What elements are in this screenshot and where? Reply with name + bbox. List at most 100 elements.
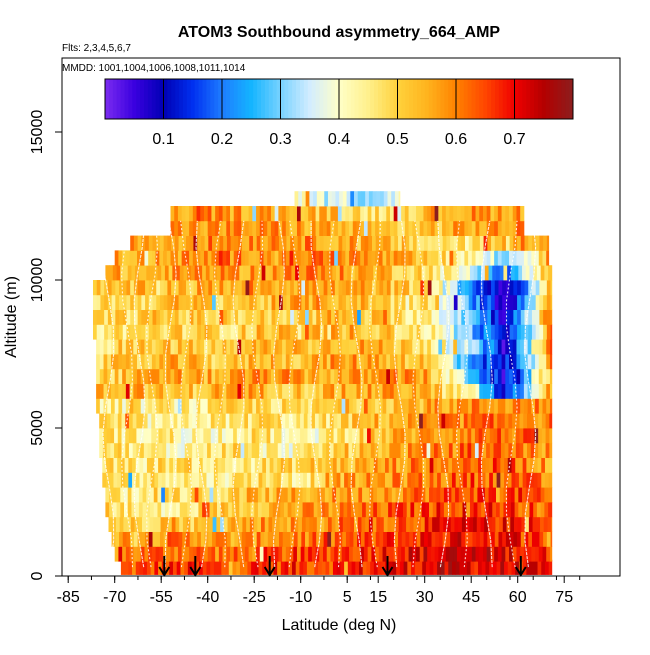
- heatmap-cell: [119, 531, 124, 547]
- heatmap-cell: [144, 368, 149, 384]
- heatmap-cell: [204, 531, 209, 547]
- heatmap-cell: [341, 413, 346, 429]
- heatmap-cell: [99, 339, 104, 355]
- heatmap-cell: [327, 324, 332, 340]
- heatmap-cell: [341, 339, 346, 355]
- heatmap-cell: [334, 354, 339, 370]
- heatmap-cell: [322, 413, 327, 429]
- heatmap-cell: [302, 265, 307, 281]
- heatmap-cell: [406, 265, 411, 281]
- heatmap-cell: [531, 250, 536, 266]
- heatmap-cell: [412, 280, 418, 296]
- heatmap-cell: [383, 235, 388, 251]
- heatmap-cell: [363, 339, 369, 355]
- heatmap-cell: [109, 502, 114, 518]
- heatmap-cell: [280, 502, 285, 518]
- heatmap-cell: [489, 472, 494, 488]
- heatmap-cell: [311, 413, 316, 429]
- heatmap-cell: [206, 472, 211, 488]
- heatmap-cell: [274, 368, 279, 384]
- heatmap-cell: [260, 324, 265, 340]
- heatmap-cell: [174, 546, 179, 562]
- heatmap-cell: [245, 309, 250, 325]
- heatmap-cell: [294, 191, 299, 207]
- heatmap-cell: [494, 383, 499, 399]
- heatmap-cell: [468, 294, 473, 310]
- heatmap-cell: [340, 457, 345, 473]
- heatmap-cell: [330, 339, 335, 355]
- heatmap-cell: [419, 220, 424, 236]
- heatmap-cell: [334, 398, 339, 414]
- heatmap-cell: [418, 472, 423, 488]
- heatmap-cell: [405, 280, 410, 296]
- heatmap-cell: [450, 280, 455, 296]
- heatmap-cell: [120, 487, 125, 503]
- heatmap-cell: [181, 442, 186, 458]
- heatmap-cell: [441, 428, 446, 444]
- colorbar-segment: [136, 79, 141, 119]
- heatmap-cell: [345, 294, 351, 310]
- heatmap-cell: [422, 457, 427, 473]
- heatmap-cell: [524, 294, 529, 310]
- heatmap-cell: [166, 428, 171, 444]
- heatmap-cell: [275, 324, 280, 340]
- heatmap-cell: [528, 280, 533, 296]
- heatmap-cell: [460, 339, 465, 355]
- heatmap-cell: [546, 383, 551, 399]
- heatmap-cell: [267, 309, 272, 325]
- heatmap-cell: [509, 250, 514, 266]
- heatmap-cell: [337, 383, 343, 399]
- heatmap-cell: [462, 502, 467, 518]
- heatmap-cell: [256, 250, 261, 266]
- heatmap-cell: [401, 546, 406, 562]
- heatmap-cell: [427, 250, 432, 266]
- heatmap-cell: [385, 428, 390, 444]
- heatmap-cell: [296, 250, 302, 266]
- heatmap-cell: [244, 428, 249, 444]
- heatmap-cell: [186, 309, 191, 325]
- x-tick-label: 60: [509, 589, 527, 606]
- heatmap-cell: [475, 250, 480, 266]
- heatmap-cell: [481, 502, 486, 518]
- heatmap-cell: [456, 383, 462, 399]
- heatmap-cell: [538, 250, 543, 266]
- heatmap-cell: [215, 339, 220, 355]
- heatmap-cell: [189, 324, 194, 340]
- heatmap-cell: [238, 516, 243, 532]
- heatmap-cell: [409, 280, 414, 296]
- heatmap-cell: [166, 339, 171, 355]
- heatmap-cell: [236, 428, 241, 444]
- heatmap-cell: [375, 206, 380, 222]
- heatmap-cell: [509, 339, 514, 355]
- heatmap-cell: [357, 235, 362, 251]
- heatmap-cell: [427, 235, 432, 251]
- heatmap-cell: [320, 191, 325, 207]
- heatmap-cell: [241, 354, 246, 370]
- heatmap-cell: [350, 502, 356, 518]
- heatmap-cell: [335, 516, 340, 532]
- heatmap-cell: [429, 487, 434, 503]
- heatmap-cell: [122, 280, 127, 296]
- heatmap-cell: [166, 383, 171, 399]
- heatmap-cell: [367, 413, 372, 429]
- colorbar-tick-label: 0.2: [211, 131, 233, 148]
- heatmap-cell: [311, 546, 316, 562]
- heatmap-cell: [520, 206, 525, 222]
- heatmap-cell: [301, 516, 307, 532]
- heatmap-cell: [423, 250, 428, 266]
- heatmap-cell: [233, 339, 238, 355]
- heatmap-cell: [468, 280, 473, 296]
- heatmap-cell: [256, 354, 261, 370]
- heatmap-cell: [267, 250, 272, 266]
- heatmap-cell: [386, 309, 391, 325]
- heatmap-cell: [424, 309, 429, 325]
- colorbar-segment: [541, 79, 547, 119]
- heatmap-cell: [356, 383, 361, 399]
- heatmap-cell: [546, 398, 551, 414]
- heatmap-cell: [326, 339, 331, 355]
- heatmap-cell: [278, 250, 283, 266]
- heatmap-cell: [497, 354, 502, 370]
- heatmap-cell: [143, 457, 148, 473]
- heatmap-cell: [516, 220, 521, 236]
- heatmap-cell: [401, 235, 406, 251]
